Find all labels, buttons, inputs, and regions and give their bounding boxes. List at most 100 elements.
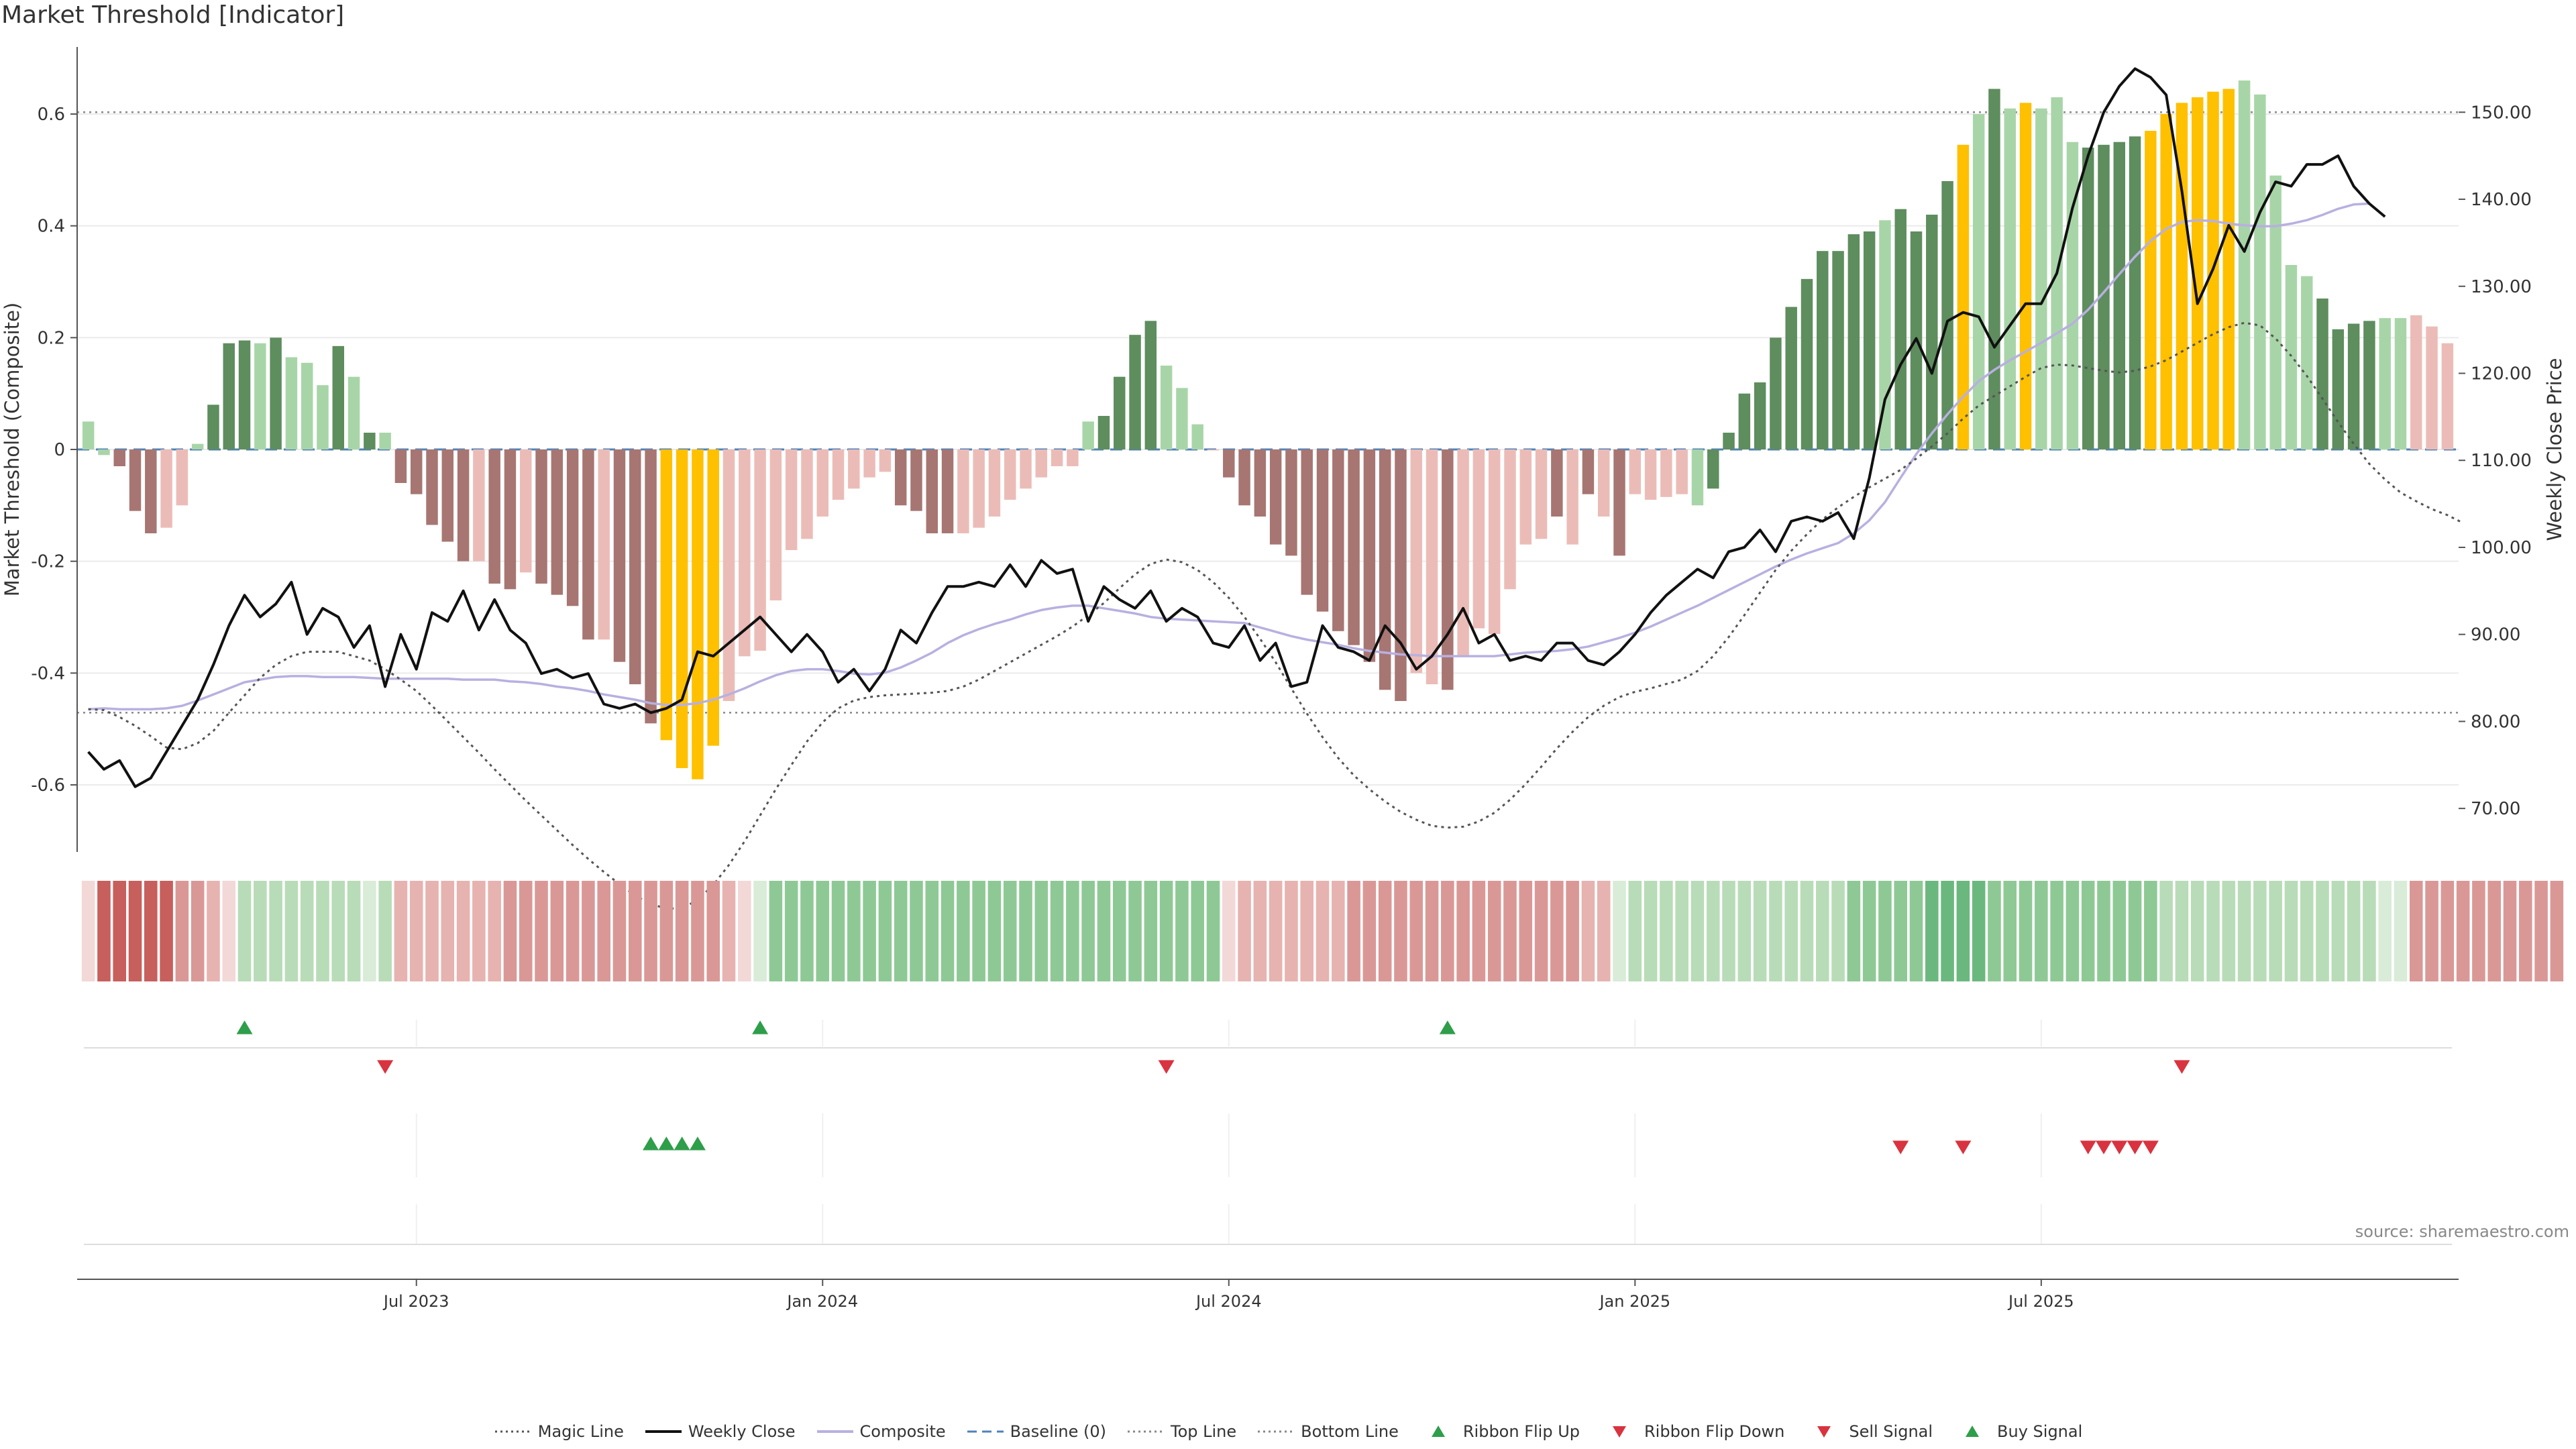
composite-bar bbox=[285, 357, 298, 449]
ribbon-cell bbox=[378, 881, 392, 981]
ribbon-cell bbox=[1722, 881, 1735, 981]
composite-bar bbox=[1551, 449, 1563, 517]
composite-bar bbox=[1332, 449, 1344, 631]
ribbon-cell bbox=[878, 881, 892, 981]
composite-bar bbox=[754, 449, 766, 651]
composite-bar bbox=[1051, 449, 1063, 466]
x-tick-label: Jul 2024 bbox=[1195, 1292, 1262, 1311]
ribbon-cell bbox=[1159, 881, 1173, 981]
legend-label: Ribbon Flip Up bbox=[1462, 1422, 1580, 1441]
composite-bar bbox=[1941, 181, 1953, 449]
composite-bar bbox=[722, 449, 735, 701]
source-credit: source: sharemaestro.com bbox=[2355, 1222, 2569, 1241]
composite-bar bbox=[1269, 449, 1282, 545]
sell-signal-marker bbox=[2111, 1140, 2128, 1155]
ribbon-cell bbox=[1753, 881, 1767, 981]
composite-bar bbox=[1488, 449, 1501, 634]
composite-bar bbox=[1754, 382, 1766, 449]
chart-title: Market Threshold [Indicator] bbox=[1, 1, 345, 29]
ribbon-cell bbox=[863, 881, 876, 981]
ribbon-cell bbox=[1175, 881, 1189, 981]
ribbon-cell bbox=[456, 881, 470, 981]
ribbon-cell bbox=[1847, 881, 1861, 981]
weekly-close-line bbox=[87, 67, 2386, 788]
composite-bar bbox=[270, 337, 282, 449]
composite-bar bbox=[254, 343, 266, 449]
buy-signal-marker bbox=[674, 1136, 690, 1150]
ribbon-cell bbox=[659, 881, 674, 981]
ribbon-cell bbox=[1503, 881, 1517, 981]
composite-bar bbox=[535, 449, 547, 584]
y2-tick-label: 120.00 bbox=[2471, 364, 2532, 384]
ribbon-cell bbox=[1613, 881, 1626, 981]
legend-swatch bbox=[1817, 1426, 1831, 1438]
ribbon-cell bbox=[254, 881, 267, 981]
ribbon-cell bbox=[128, 881, 142, 981]
composite-bar bbox=[1926, 215, 1938, 449]
composite-bar bbox=[488, 449, 500, 584]
legend-item: Magic Line bbox=[494, 1422, 624, 1441]
composite-bar bbox=[879, 449, 892, 472]
composite-bar bbox=[2160, 114, 2172, 449]
ribbon-cell bbox=[1003, 881, 1017, 981]
composite-bar bbox=[926, 449, 938, 533]
ribbon-cell bbox=[1628, 881, 1642, 981]
ribbon-cell bbox=[2222, 881, 2236, 981]
ribbon-cell bbox=[784, 881, 798, 981]
composite-bar bbox=[113, 449, 125, 466]
legend-swatch bbox=[1258, 1430, 1295, 1433]
ribbon-cell bbox=[2112, 881, 2127, 981]
composite-bar bbox=[1442, 449, 1454, 690]
axes: 0.6 0.4 0.2 0 -0.2 -0.4 -0.6 150.00 140.00 130.00… bbox=[1, 47, 2566, 852]
ribbon-cell bbox=[2190, 881, 2204, 981]
composite-bars bbox=[82, 80, 2454, 780]
sell-signal-marker bbox=[2142, 1140, 2159, 1155]
composite-bar bbox=[1832, 251, 1844, 449]
ribbon-cell bbox=[1019, 881, 1032, 981]
composite-bar bbox=[1972, 114, 1985, 449]
composite-bar bbox=[2129, 136, 2141, 450]
composite-bar bbox=[2363, 321, 2375, 449]
legend-item: Ribbon Flip Down bbox=[1600, 1422, 1784, 1441]
ribbon-cell bbox=[409, 881, 423, 981]
composite-bar bbox=[2238, 80, 2251, 449]
y-tick-label: -0.6 bbox=[31, 775, 65, 796]
ribbon-cell bbox=[925, 881, 939, 981]
legend-marker bbox=[1431, 1426, 1445, 1437]
composite-bar bbox=[566, 449, 579, 606]
ribbon-cell bbox=[1222, 881, 1236, 981]
composite-bar bbox=[504, 449, 517, 590]
composite-line bbox=[88, 202, 2369, 710]
ribbon-cell bbox=[2425, 881, 2438, 981]
ribbon-cell bbox=[2206, 881, 2220, 981]
ribbon-cell bbox=[316, 881, 329, 981]
ribbon-cell bbox=[2331, 881, 2345, 981]
ribbon-cell bbox=[2175, 881, 2189, 981]
composite-bar bbox=[1254, 449, 1267, 517]
ribbon-flip-up-marker bbox=[752, 1020, 769, 1034]
composite-bar bbox=[863, 449, 875, 478]
ribbon-cell bbox=[2503, 881, 2517, 981]
composite-bar bbox=[1457, 449, 1469, 657]
ribbon-cell bbox=[753, 881, 767, 981]
composite-bar bbox=[1660, 449, 1672, 497]
ribbon-cell bbox=[81, 881, 95, 981]
ribbon-cell bbox=[1878, 881, 1892, 981]
sell-signal-marker bbox=[2080, 1140, 2096, 1155]
composite-bar bbox=[1395, 449, 1407, 701]
ribbon-cell bbox=[1550, 881, 1564, 981]
ribbon-cell bbox=[1238, 881, 1251, 981]
composite-bar bbox=[2145, 131, 2157, 449]
ribbon-cell bbox=[2378, 881, 2392, 981]
composite-bar bbox=[364, 433, 376, 449]
ribbon-flip-down-marker bbox=[2174, 1060, 2190, 1074]
ribbon-cell bbox=[2019, 881, 2033, 981]
composite-bar bbox=[1035, 449, 1048, 478]
composite-bar bbox=[1988, 89, 2000, 449]
composite-bar bbox=[2347, 323, 2360, 449]
legend-marker bbox=[1966, 1426, 1980, 1437]
composite-bar bbox=[520, 449, 532, 573]
composite-bar bbox=[1723, 433, 1735, 449]
y2-tick-label: 90.00 bbox=[2471, 625, 2520, 645]
ribbon-cell bbox=[1660, 881, 1673, 981]
